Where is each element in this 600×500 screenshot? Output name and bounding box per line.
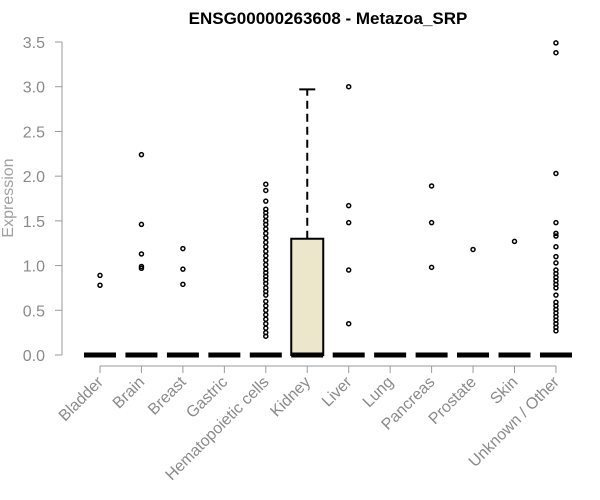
outlier-point — [263, 230, 269, 237]
y-tick-label: 0.0 — [23, 348, 45, 365]
outlier-point — [263, 261, 269, 268]
outlier-point — [263, 187, 269, 194]
outlier-point — [345, 267, 352, 273]
outlier-point — [263, 248, 269, 255]
outlier-point — [97, 282, 103, 288]
outlier-point — [553, 40, 559, 46]
outlier-point — [553, 260, 559, 266]
outlier-point — [553, 285, 559, 291]
outlier-point — [263, 221, 269, 228]
x-tick-label: Liver — [319, 373, 356, 410]
outlier-point — [553, 170, 559, 177]
outlier-point — [263, 298, 269, 305]
outlier-points — [97, 40, 559, 339]
outlier-point — [263, 280, 269, 287]
outlier-point — [263, 235, 269, 241]
outlier-point — [263, 213, 269, 220]
outlier-point — [138, 251, 145, 257]
outlier-point — [180, 281, 186, 288]
outlier-point — [263, 307, 269, 314]
x-tick-label: Lung — [360, 374, 397, 411]
outlier-point — [553, 49, 559, 56]
outlier-point — [263, 292, 269, 298]
outlier-point — [263, 320, 269, 327]
y-tick-label: 3.0 — [23, 80, 45, 97]
outlier-point — [553, 292, 559, 298]
outlier-point — [97, 272, 103, 279]
outlier-point — [345, 219, 352, 226]
outlier-point — [180, 245, 186, 252]
outlier-point — [263, 316, 269, 322]
outlier-point — [180, 266, 186, 272]
outlier-point — [138, 151, 145, 158]
outlier-point — [263, 252, 269, 259]
outlier-point — [553, 328, 559, 334]
y-tick-label: 3.5 — [23, 35, 45, 52]
y-tick-label: 1.5 — [23, 214, 45, 231]
outlier-point — [263, 333, 269, 339]
x-tick-label: Bladder — [56, 373, 107, 424]
x-tick-label: Kidney — [267, 374, 314, 421]
outlier-point — [345, 320, 352, 327]
boxplot-series — [84, 88, 572, 358]
outlier-point — [263, 226, 269, 232]
y-tick-label: 2.5 — [23, 124, 45, 141]
outlier-point — [428, 264, 435, 271]
y-axis: 0.0 0.5 1.0 1.5 2.0 2.5 3.0 3.5 — [23, 35, 63, 365]
outlier-point — [263, 325, 269, 331]
outlier-point — [345, 202, 352, 209]
outlier-point — [553, 219, 559, 226]
outlier-point — [428, 219, 435, 226]
outlier-point — [511, 238, 518, 245]
x-tick-label: Skin — [487, 374, 521, 408]
outlier-point — [138, 221, 145, 228]
y-tick-label: 0.5 — [23, 303, 45, 320]
outlier-point — [553, 244, 559, 250]
outlier-point — [553, 233, 559, 239]
box-kidney — [290, 88, 325, 358]
outlier-point — [263, 303, 269, 309]
outlier-point — [138, 265, 145, 272]
outlier-point — [263, 244, 269, 250]
outlier-point — [553, 253, 559, 260]
x-tick-label: Breast — [145, 373, 190, 418]
outlier-point — [263, 312, 269, 318]
outlier-point — [553, 230, 559, 237]
outlier-point — [470, 246, 476, 253]
outlier-point — [263, 198, 269, 204]
x-tick-label: Brain — [110, 374, 148, 412]
y-tick-label: 1.0 — [23, 259, 45, 276]
y-tick-label: 2.0 — [23, 169, 45, 186]
outlier-point — [428, 183, 435, 189]
outlier-point — [345, 83, 352, 90]
y-axis-label: Expression — [0, 158, 17, 237]
outlier-point — [263, 181, 269, 187]
outlier-point — [263, 239, 269, 246]
chart-title: ENSG00000263608 - Metazoa_SRP — [189, 9, 468, 28]
outlier-point — [263, 257, 269, 263]
box-body — [290, 237, 325, 356]
